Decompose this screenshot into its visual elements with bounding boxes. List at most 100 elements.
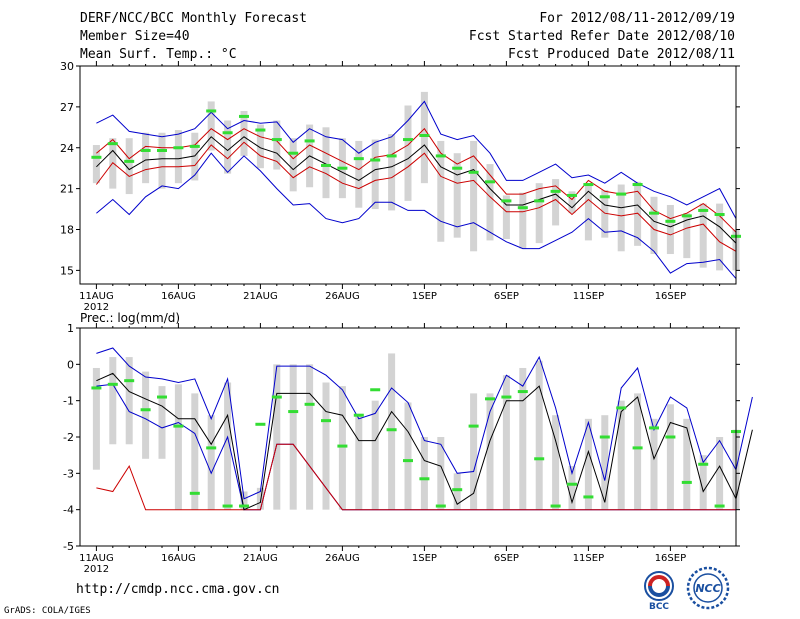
prec-box	[666, 404, 674, 510]
temp-box	[273, 120, 281, 170]
prec-median-mark	[599, 435, 610, 439]
prec-median-mark	[337, 444, 348, 448]
temp-median-mark	[321, 163, 331, 167]
prec-box	[552, 415, 560, 510]
temp-box	[289, 138, 297, 192]
temp-box	[552, 179, 560, 226]
prec-box	[224, 382, 232, 510]
temp-panel: 15 18 21 24 27 30 11AUG 16AUG 21AUG 26AUG 1SEP 6SEP…	[60, 60, 741, 313]
prec-median-mark	[419, 477, 430, 481]
temp-median-mark	[173, 146, 184, 150]
prec-xtick-label: 21AUG	[243, 553, 278, 564]
temp-median-mark	[665, 219, 676, 223]
temp-box	[207, 101, 215, 151]
prec-median-mark	[91, 386, 102, 390]
prec-median-mark	[681, 480, 692, 484]
ncc-logo-text: NCC	[695, 582, 720, 595]
prec-median-mark	[140, 408, 151, 412]
temp-median-mark	[419, 133, 430, 137]
prec-box	[158, 386, 166, 459]
temp-median-mark	[583, 183, 594, 187]
prec-xtick-label: 11AUG	[79, 553, 114, 564]
prec-box	[92, 367, 100, 470]
prec-median-mark	[124, 379, 135, 383]
temp-median-mark	[501, 199, 512, 203]
prec-median-mark	[616, 406, 627, 410]
prec-box	[273, 364, 281, 510]
ncc-logo: NCC	[684, 566, 732, 610]
prec-box	[338, 386, 346, 510]
prec-xtick-label: 16SEP	[655, 553, 686, 564]
temp-median-mark	[222, 131, 233, 135]
temp-median-mark	[599, 195, 610, 199]
prec-median-mark	[534, 457, 545, 461]
prec-panel: -5 -4 -3 -2 -1 0 1 11AUG 16AUG 21AUG 26AUG 1SEP 6SEP…	[63, 322, 753, 575]
prec-median-mark	[452, 488, 463, 492]
prec-median-mark	[304, 402, 315, 406]
temp-ytick-label: 21	[60, 183, 74, 196]
prec-box	[502, 375, 510, 510]
temp-box	[191, 132, 199, 181]
prec-xtick-label: 6SEP	[494, 553, 519, 564]
prec-box	[634, 393, 642, 510]
prec-median-mark	[288, 410, 299, 414]
temp-median-mark	[534, 199, 545, 203]
prec-median-mark	[189, 491, 200, 495]
temp-box	[502, 195, 510, 240]
prec-median-mark	[255, 422, 266, 426]
temp-median-mark	[550, 189, 561, 193]
temp-median-mark	[681, 214, 692, 218]
prec-median-mark	[649, 426, 659, 430]
footer-credit: GrADS: COLA/IGES	[4, 606, 91, 616]
temp-ytick-label: 27	[60, 101, 74, 114]
prec-box	[470, 393, 478, 510]
temp-box	[535, 183, 543, 244]
footer-url[interactable]: http://cmdp.ncc.cma.gov.cn	[76, 582, 280, 597]
prec-box	[584, 418, 592, 510]
prec-box	[388, 353, 396, 510]
temp-box	[404, 105, 412, 201]
prec-xtick-label: 26AUG	[325, 553, 360, 564]
prec-median-mark	[468, 424, 479, 428]
temp-median-mark	[452, 166, 463, 170]
prec-xtick-label: 11SEP	[573, 553, 604, 564]
temp-median-mark	[714, 213, 725, 217]
temp-median-mark	[485, 180, 495, 184]
temp-median-mark	[386, 154, 397, 158]
temp-median-mark	[403, 138, 413, 142]
temp-box	[470, 140, 478, 252]
prec-box	[486, 393, 494, 510]
prec-box	[207, 415, 215, 510]
temp-median-mark	[288, 151, 299, 155]
temp-xtick-year: 2012	[84, 302, 109, 313]
temp-xtick-label: 11SEP	[573, 291, 604, 302]
prec-box	[535, 360, 543, 510]
temp-median-mark	[140, 148, 151, 152]
temp-box	[699, 203, 707, 268]
prec-box	[174, 384, 182, 510]
temp-box	[142, 132, 150, 184]
prec-box	[240, 491, 248, 510]
temp-xtick-label: 1SEP	[412, 291, 437, 302]
temp-box	[650, 196, 658, 255]
temp-box	[371, 139, 379, 210]
prec-xtick-label: 16AUG	[161, 553, 196, 564]
prec-box	[650, 418, 658, 510]
prec-box	[371, 400, 379, 510]
prec-median-mark	[501, 395, 512, 399]
temp-ytick-label: 24	[60, 142, 74, 155]
temp-box	[158, 132, 166, 189]
prec-median-mark	[107, 382, 118, 386]
prec-median-mark	[271, 395, 282, 399]
prec-median-mark	[567, 482, 577, 486]
prec-median-mark	[173, 424, 184, 428]
temp-box	[240, 110, 248, 156]
prec-line-mean	[96, 372, 753, 511]
temp-median-mark	[616, 192, 627, 196]
prec-median-mark	[403, 459, 413, 463]
prec-box	[125, 357, 133, 445]
temp-median-mark	[632, 183, 643, 187]
fcst-produced-date: Fcst Produced Date 2012/08/11	[508, 47, 735, 62]
prec-box	[191, 393, 199, 510]
prec-box	[683, 418, 691, 510]
